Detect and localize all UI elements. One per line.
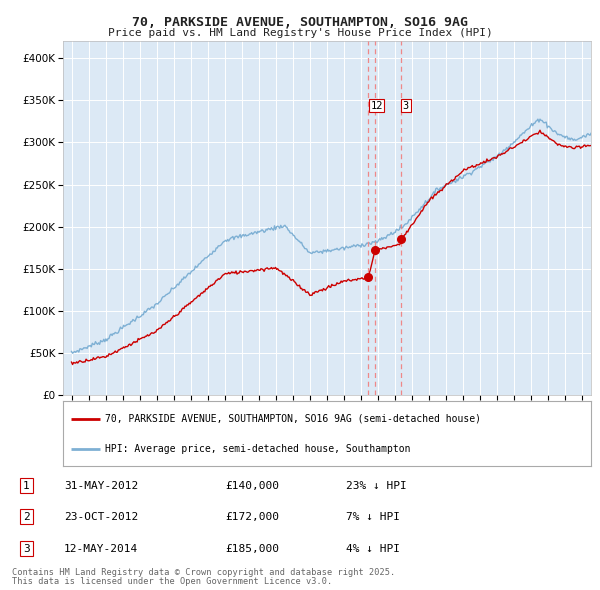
- Text: 12-MAY-2014: 12-MAY-2014: [64, 543, 138, 553]
- Text: 70, PARKSIDE AVENUE, SOUTHAMPTON, SO16 9AG: 70, PARKSIDE AVENUE, SOUTHAMPTON, SO16 9…: [132, 16, 468, 29]
- Text: £172,000: £172,000: [225, 512, 279, 522]
- Text: 7% ↓ HPI: 7% ↓ HPI: [346, 512, 400, 522]
- Text: £140,000: £140,000: [225, 480, 279, 490]
- Text: 23-OCT-2012: 23-OCT-2012: [64, 512, 138, 522]
- Text: £185,000: £185,000: [225, 543, 279, 553]
- Text: 70, PARKSIDE AVENUE, SOUTHAMPTON, SO16 9AG (semi-detached house): 70, PARKSIDE AVENUE, SOUTHAMPTON, SO16 9…: [105, 414, 481, 424]
- Text: 2: 2: [23, 512, 30, 522]
- Text: 4% ↓ HPI: 4% ↓ HPI: [346, 543, 400, 553]
- Text: 31-MAY-2012: 31-MAY-2012: [64, 480, 138, 490]
- Text: 1: 1: [23, 480, 30, 490]
- Text: Contains HM Land Registry data © Crown copyright and database right 2025.: Contains HM Land Registry data © Crown c…: [12, 568, 395, 576]
- Text: 3: 3: [23, 543, 30, 553]
- Text: Price paid vs. HM Land Registry's House Price Index (HPI): Price paid vs. HM Land Registry's House …: [107, 28, 493, 38]
- Text: HPI: Average price, semi-detached house, Southampton: HPI: Average price, semi-detached house,…: [105, 444, 411, 454]
- Text: 12: 12: [370, 101, 383, 111]
- Text: 23% ↓ HPI: 23% ↓ HPI: [346, 480, 407, 490]
- Text: 3: 3: [403, 101, 409, 111]
- Text: This data is licensed under the Open Government Licence v3.0.: This data is licensed under the Open Gov…: [12, 577, 332, 586]
